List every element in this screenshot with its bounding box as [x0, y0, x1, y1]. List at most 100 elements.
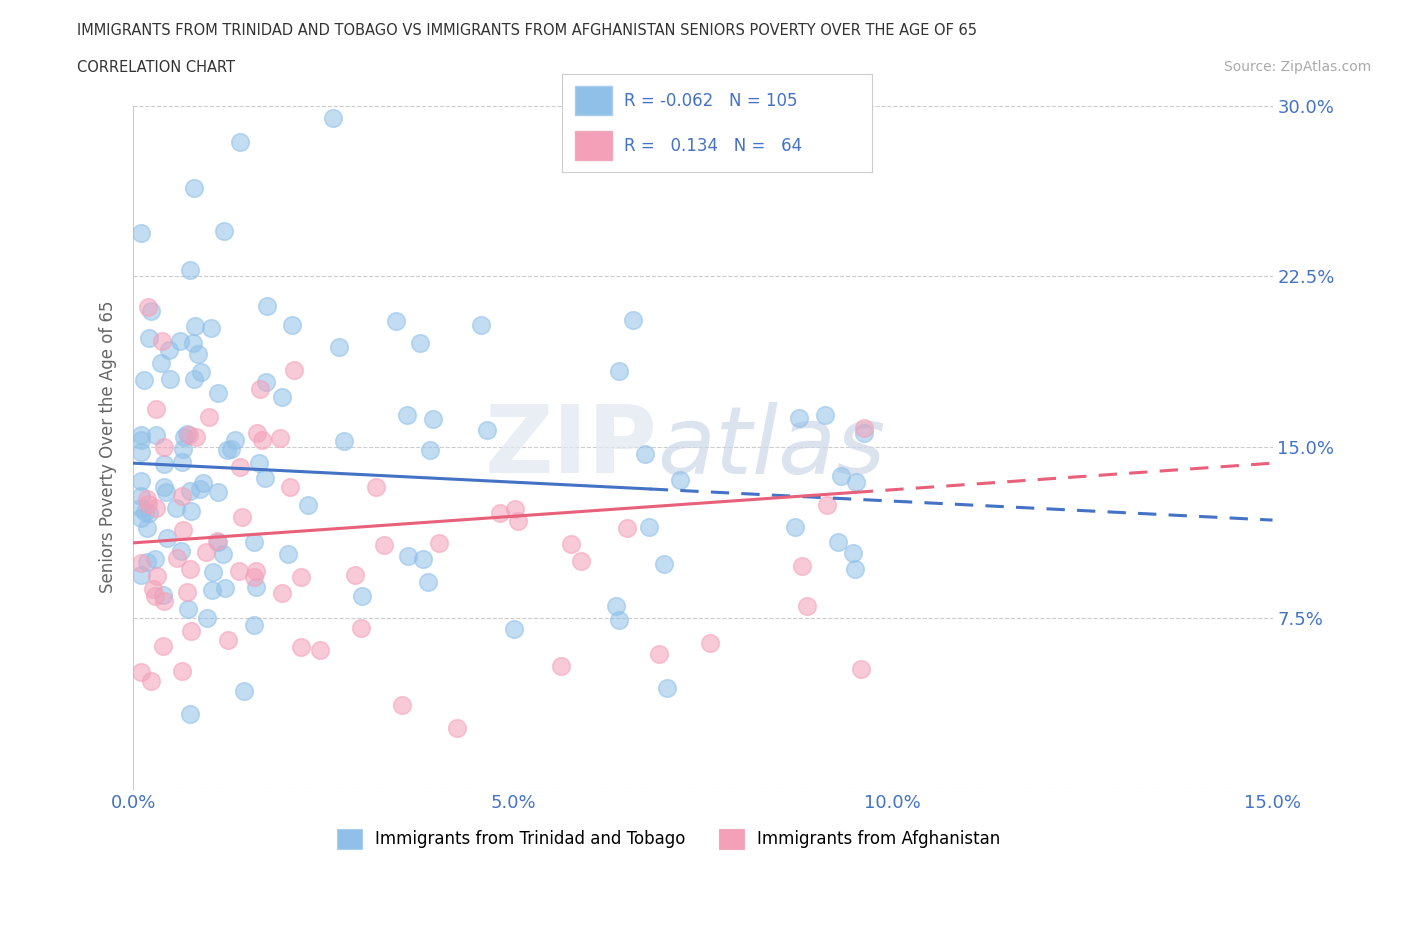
Point [202, 565, 225, 579]
Point [197, 409, 219, 424]
Point [135, 554, 157, 569]
Point [308, 642, 330, 657]
Point [229, 459, 252, 474]
Point [250, 432, 273, 447]
Point [231, 509, 253, 524]
Point [135, 520, 157, 535]
Point [290, 639, 312, 654]
Point [637, 519, 659, 534]
Point [256, 299, 278, 314]
Point [141, 304, 163, 319]
Point [150, 356, 173, 371]
Point [254, 471, 277, 485]
Point [634, 446, 657, 461]
Point [790, 558, 813, 573]
Point [398, 549, 420, 564]
Point [129, 432, 152, 447]
Point [207, 386, 229, 401]
Point [169, 334, 191, 349]
Point [207, 535, 229, 550]
Point [669, 472, 692, 487]
Point [205, 533, 228, 548]
Point [842, 545, 865, 560]
Legend: Immigrants from Trinidad and Tobago, Immigrants from Afghanistan: Immigrants from Trinidad and Tobago, Imm… [330, 822, 1007, 856]
Point [242, 618, 264, 632]
Point [427, 535, 450, 550]
Point [409, 336, 432, 351]
Point [159, 343, 181, 358]
Point [785, 520, 807, 535]
Point [170, 544, 193, 559]
Point [281, 318, 304, 333]
Point [605, 599, 627, 614]
Point [560, 537, 582, 551]
Point [503, 501, 526, 516]
Point [170, 488, 193, 503]
Text: IMMIGRANTS FROM TRINIDAD AND TOBAGO VS IMMIGRANTS FROM AFGHANISTAN SENIORS POVER: IMMIGRANTS FROM TRINIDAD AND TOBAGO VS I… [77, 23, 977, 38]
Point [853, 421, 876, 436]
Point [179, 484, 201, 498]
Point [129, 445, 152, 459]
Point [180, 504, 202, 519]
Point [211, 547, 233, 562]
Point [214, 580, 236, 595]
Point [153, 593, 176, 608]
Point [224, 432, 246, 447]
Point [217, 632, 239, 647]
Point [322, 111, 344, 126]
Text: Source: ZipAtlas.com: Source: ZipAtlas.com [1223, 60, 1371, 74]
Point [129, 555, 152, 570]
Point [145, 428, 167, 443]
Point [815, 498, 838, 512]
Point [616, 521, 638, 536]
Point [364, 480, 387, 495]
Point [145, 500, 167, 515]
Point [179, 428, 201, 443]
Point [395, 408, 418, 423]
Point [153, 457, 176, 472]
Point [489, 506, 512, 521]
Point [647, 646, 669, 661]
Point [152, 480, 174, 495]
Point [183, 180, 205, 195]
Point [607, 364, 630, 379]
Point [249, 381, 271, 396]
Point [245, 564, 267, 578]
Point [166, 551, 188, 565]
Point [470, 318, 492, 333]
Point [136, 492, 159, 507]
Point [228, 564, 250, 578]
Point [422, 412, 444, 427]
Point [145, 401, 167, 416]
Point [207, 485, 229, 499]
FancyBboxPatch shape [575, 131, 612, 160]
Point [195, 611, 218, 626]
Text: ZIP: ZIP [485, 401, 658, 493]
Point [200, 582, 222, 597]
Point [184, 318, 207, 333]
Point [228, 135, 250, 150]
Point [200, 321, 222, 336]
Point [343, 567, 366, 582]
Point [333, 433, 356, 448]
Point [150, 334, 173, 349]
Point [328, 340, 350, 355]
Point [176, 585, 198, 600]
Point [136, 497, 159, 512]
Point [146, 569, 169, 584]
Text: R = -0.062   N = 105: R = -0.062 N = 105 [624, 92, 797, 110]
Point [350, 621, 373, 636]
Point [152, 588, 174, 603]
Point [134, 372, 156, 387]
Point [195, 544, 218, 559]
Point [129, 488, 152, 503]
Point [181, 336, 204, 351]
Point [143, 551, 166, 566]
Point [813, 407, 835, 422]
Point [172, 522, 194, 537]
Point [297, 498, 319, 512]
Text: atlas: atlas [658, 402, 886, 493]
Point [159, 372, 181, 387]
FancyBboxPatch shape [575, 86, 612, 115]
Point [385, 313, 408, 328]
